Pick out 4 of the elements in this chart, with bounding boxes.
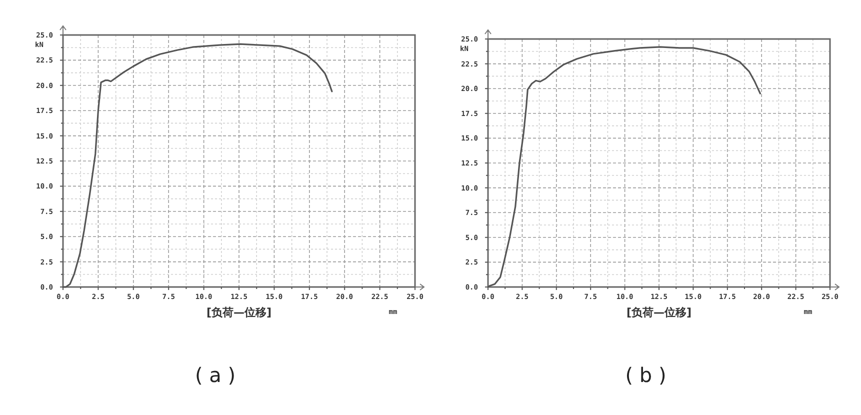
text: [负荷—位移] [626,306,692,319]
text: ( b ) [625,363,666,387]
text: [负荷—位移] [206,306,272,319]
text: ( a ) [194,363,236,387]
